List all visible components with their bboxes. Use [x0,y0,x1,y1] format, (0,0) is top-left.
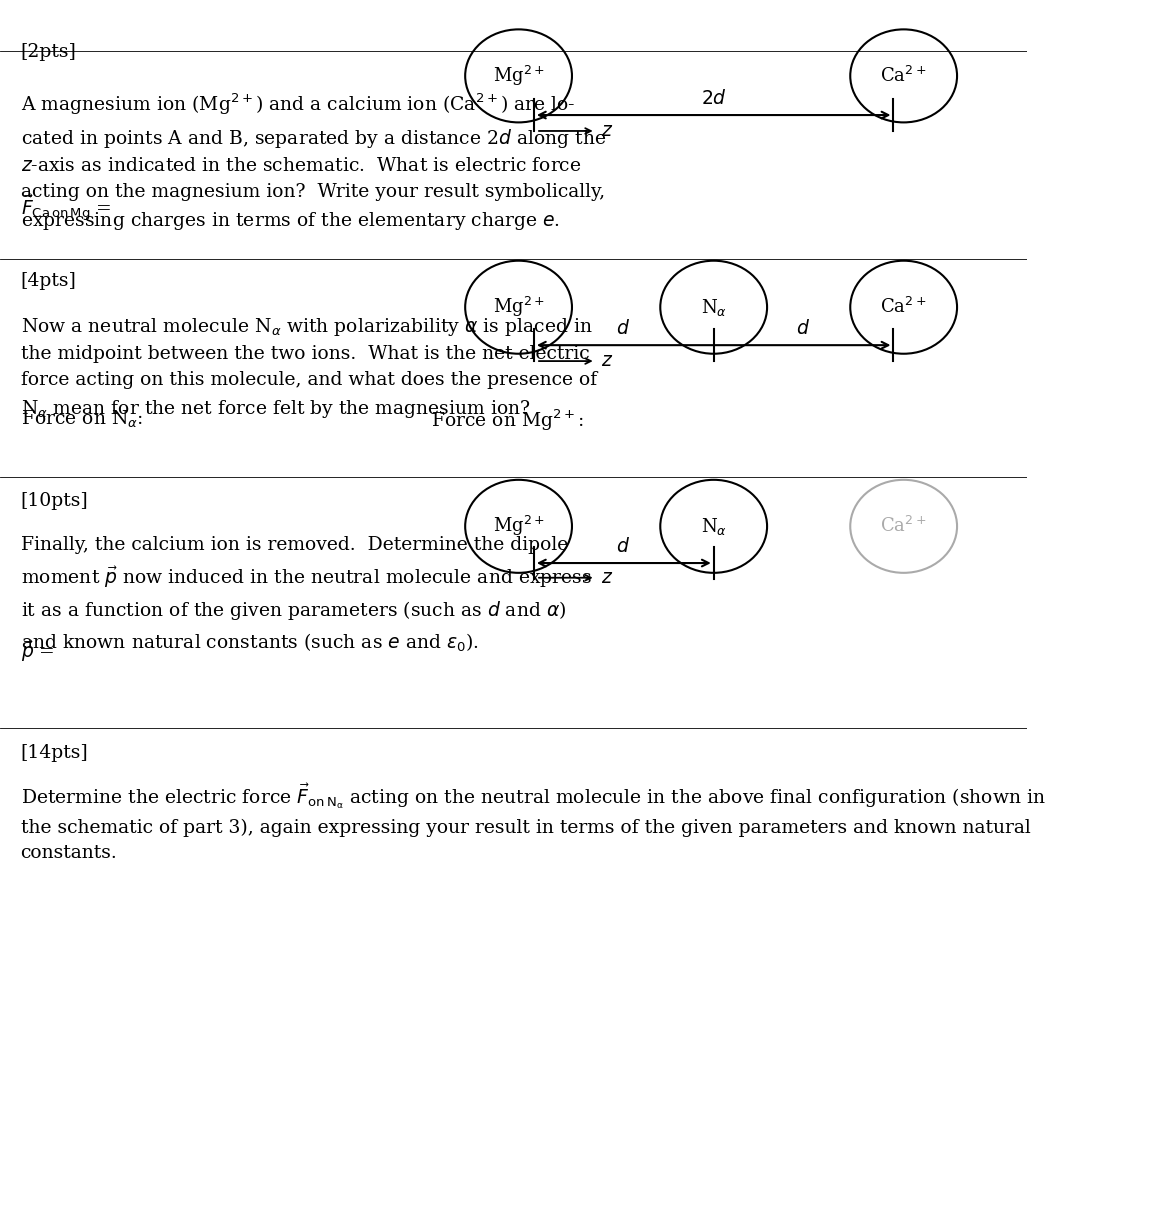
Text: Mg$^{2+}$: Mg$^{2+}$ [493,64,545,88]
Text: $\vec{p}$ =: $\vec{p}$ = [21,639,54,663]
Text: $d$: $d$ [617,318,631,338]
Text: [2pts]: [2pts] [21,43,77,61]
Text: A magnesium ion (Mg$^{2+}$) and a calcium ion (Ca$^{2+}$) are lo-
cated in point: A magnesium ion (Mg$^{2+}$) and a calciu… [21,92,606,231]
Text: Ca$^{2+}$: Ca$^{2+}$ [880,66,927,86]
Text: Mg$^{2+}$: Mg$^{2+}$ [493,514,545,539]
Text: $z$: $z$ [600,122,613,140]
Text: [4pts]: [4pts] [21,272,77,290]
Text: [10pts]: [10pts] [21,492,89,510]
Text: Ca$^{2+}$: Ca$^{2+}$ [880,297,927,317]
Text: Mg$^{2+}$: Mg$^{2+}$ [493,295,545,319]
Text: $d$: $d$ [796,318,810,338]
Text: Determine the electric force $\vec{F}_{\mathrm{on\,N_{\alpha}}}$ acting on the n: Determine the electric force $\vec{F}_{\… [21,781,1045,863]
Text: $z$: $z$ [600,569,613,586]
Text: Ca$^{2+}$: Ca$^{2+}$ [880,517,927,536]
Text: Finally, the calcium ion is removed.  Determine the dipole
moment $\vec{p}$ now : Finally, the calcium ion is removed. Det… [21,536,591,654]
Text: N$_{\alpha}$: N$_{\alpha}$ [701,296,726,318]
Text: [14pts]: [14pts] [21,744,89,763]
Text: Force on Mg$^{2+}$:: Force on Mg$^{2+}$: [431,408,584,432]
Text: Now a neutral molecule N$_{\alpha}$ with polarizability $\alpha$ is placed in
th: Now a neutral molecule N$_{\alpha}$ with… [21,316,597,420]
Text: $2d$: $2d$ [701,88,726,108]
Text: Force on N$_{\alpha}$:: Force on N$_{\alpha}$: [21,409,143,431]
Text: N$_{\alpha}$: N$_{\alpha}$ [701,515,726,537]
Text: $z$: $z$ [600,353,613,370]
Text: $d$: $d$ [617,536,631,556]
Text: $\vec{F}_{\mathrm{Ca\,on\,Mg}}$ =: $\vec{F}_{\mathrm{Ca\,on\,Mg}}$ = [21,192,111,224]
